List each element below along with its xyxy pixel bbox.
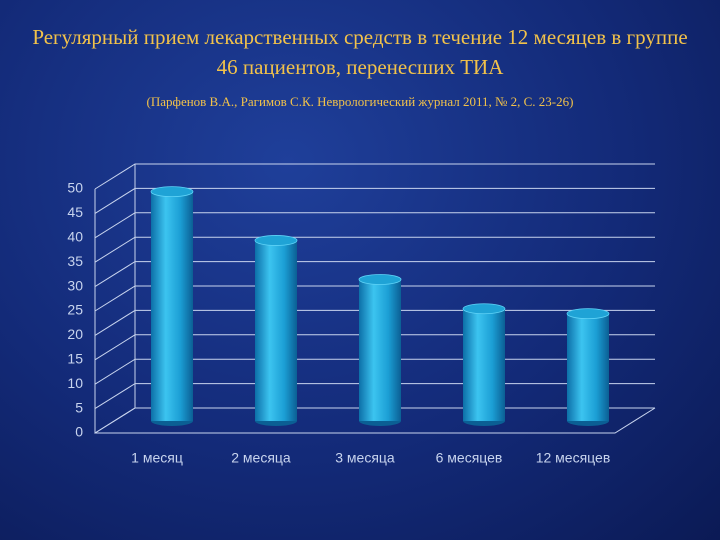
bar-top — [358, 274, 402, 285]
bar-top — [566, 308, 610, 320]
y-tick-label: 30 — [67, 277, 83, 293]
bar — [463, 308, 505, 421]
x-tick-label: 12 месяцев — [536, 450, 611, 466]
grid-line — [94, 212, 655, 239]
y-tick-label: 0 — [75, 424, 83, 440]
x-tick-label: 1 месяц — [131, 450, 183, 466]
bar — [151, 191, 193, 421]
bar — [567, 313, 609, 421]
y-tick-label: 35 — [67, 253, 83, 269]
y-tick-label: 20 — [67, 326, 83, 342]
bar-top — [462, 303, 506, 315]
bar-top — [150, 186, 194, 198]
y-tick-label: 50 — [67, 180, 83, 196]
chart-subtitle: (Парфенов В.А., Рагимов С.К. Неврологиче… — [146, 94, 574, 109]
grid-line — [94, 236, 655, 263]
bar — [255, 240, 297, 421]
floor — [95, 407, 656, 434]
y-tick-label: 15 — [67, 351, 83, 367]
x-tick-label: 3 месяца — [335, 450, 395, 466]
chart-title: Регулярный прием лекарственных средств в… — [32, 25, 688, 79]
y-tick-label: 5 — [75, 399, 83, 415]
grid-line — [94, 261, 655, 288]
grid-line — [94, 187, 655, 214]
bar — [359, 279, 401, 421]
y-tick-label: 10 — [67, 375, 83, 391]
y-tick-label: 45 — [67, 204, 83, 220]
x-tick-label: 6 месяцев — [436, 450, 503, 466]
grid-line — [94, 163, 655, 190]
bar-top — [254, 235, 298, 246]
grid-line — [94, 285, 655, 312]
x-tick-label: 2 месяца — [231, 450, 291, 466]
y-tick-label: 40 — [67, 229, 83, 245]
y-tick-label: 25 — [67, 302, 83, 318]
